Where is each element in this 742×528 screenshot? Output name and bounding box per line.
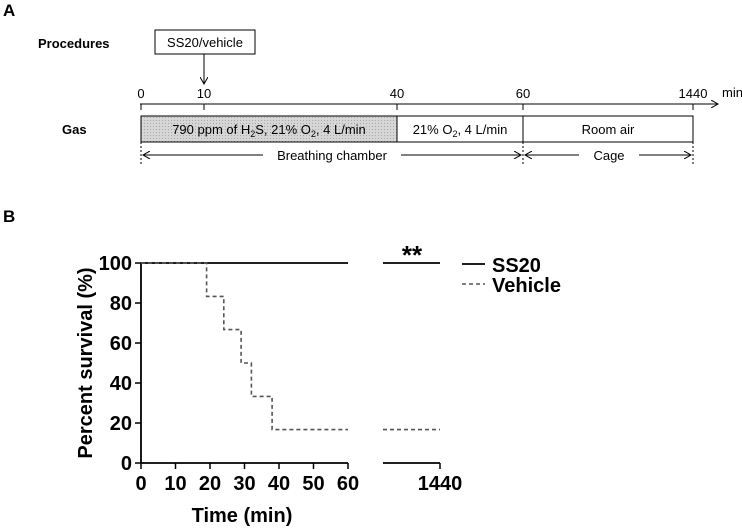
breathing-chamber-label: Breathing chamber [277, 148, 388, 163]
series-vehicle-line [141, 262, 348, 431]
panel-a-label: A [3, 1, 15, 20]
phase-o2-text: 21% O2, 4 L/min [413, 122, 508, 139]
timeline-label-10: 10 [197, 86, 211, 101]
y-tick-label-0: 0 [121, 453, 132, 475]
y-tick-label-60: 60 [110, 333, 132, 355]
procedure-box-text: SS20/vehicle [167, 35, 243, 50]
legend-vehicle-label: Vehicle [492, 275, 561, 297]
timeline-label-1440: 1440 [679, 86, 708, 101]
panel-b-label: B [3, 207, 15, 226]
gas-label: Gas [62, 122, 87, 137]
y-tick-label-20: 20 [110, 413, 132, 435]
survival-chart: 0 20 40 60 80 100 0 10 20 30 40 50 60 1440 [99, 253, 463, 495]
phase-h2s-text: 790 ppm of H2S, 21% O2, 4 L/min [172, 122, 366, 139]
x-tick-label-20: 20 [199, 473, 221, 495]
x-tick-label-30: 30 [233, 473, 255, 495]
legend-ss20-label: SS20 [492, 255, 541, 277]
x-tick-label-40: 40 [268, 473, 290, 495]
y-axis-label: Percent survival (%) [75, 267, 97, 458]
x-axis-label: Time (min) [192, 505, 293, 527]
timeline-unit: min [722, 85, 742, 100]
phase-room-box [522, 115, 694, 143]
timeline-label-0: 0 [137, 86, 144, 101]
procedure-box [154, 29, 256, 55]
y-tick-label-80: 80 [110, 293, 132, 315]
panel-a: A Procedures SS20/vehicle 0 10 40 60 144… [3, 1, 742, 166]
x-tick-label-1440: 1440 [418, 473, 463, 495]
y-tick-label-100: 100 [99, 253, 132, 275]
cage-label: Cage [593, 148, 624, 163]
timeline-label-40: 40 [390, 86, 404, 101]
x-tick-label-50: 50 [302, 473, 324, 495]
y-tick-label-40: 40 [110, 373, 132, 395]
procedures-label: Procedures [38, 36, 110, 51]
phase-o2-box [396, 115, 524, 143]
phase-h2s-box [140, 115, 398, 143]
significance-marker: ** [402, 240, 423, 270]
phase-room-text: Room air [582, 122, 635, 137]
x-tick-label-0: 0 [135, 473, 146, 495]
x-tick-label-60: 60 [337, 473, 359, 495]
timeline-label-60: 60 [516, 86, 530, 101]
x-tick-label-10: 10 [164, 473, 186, 495]
